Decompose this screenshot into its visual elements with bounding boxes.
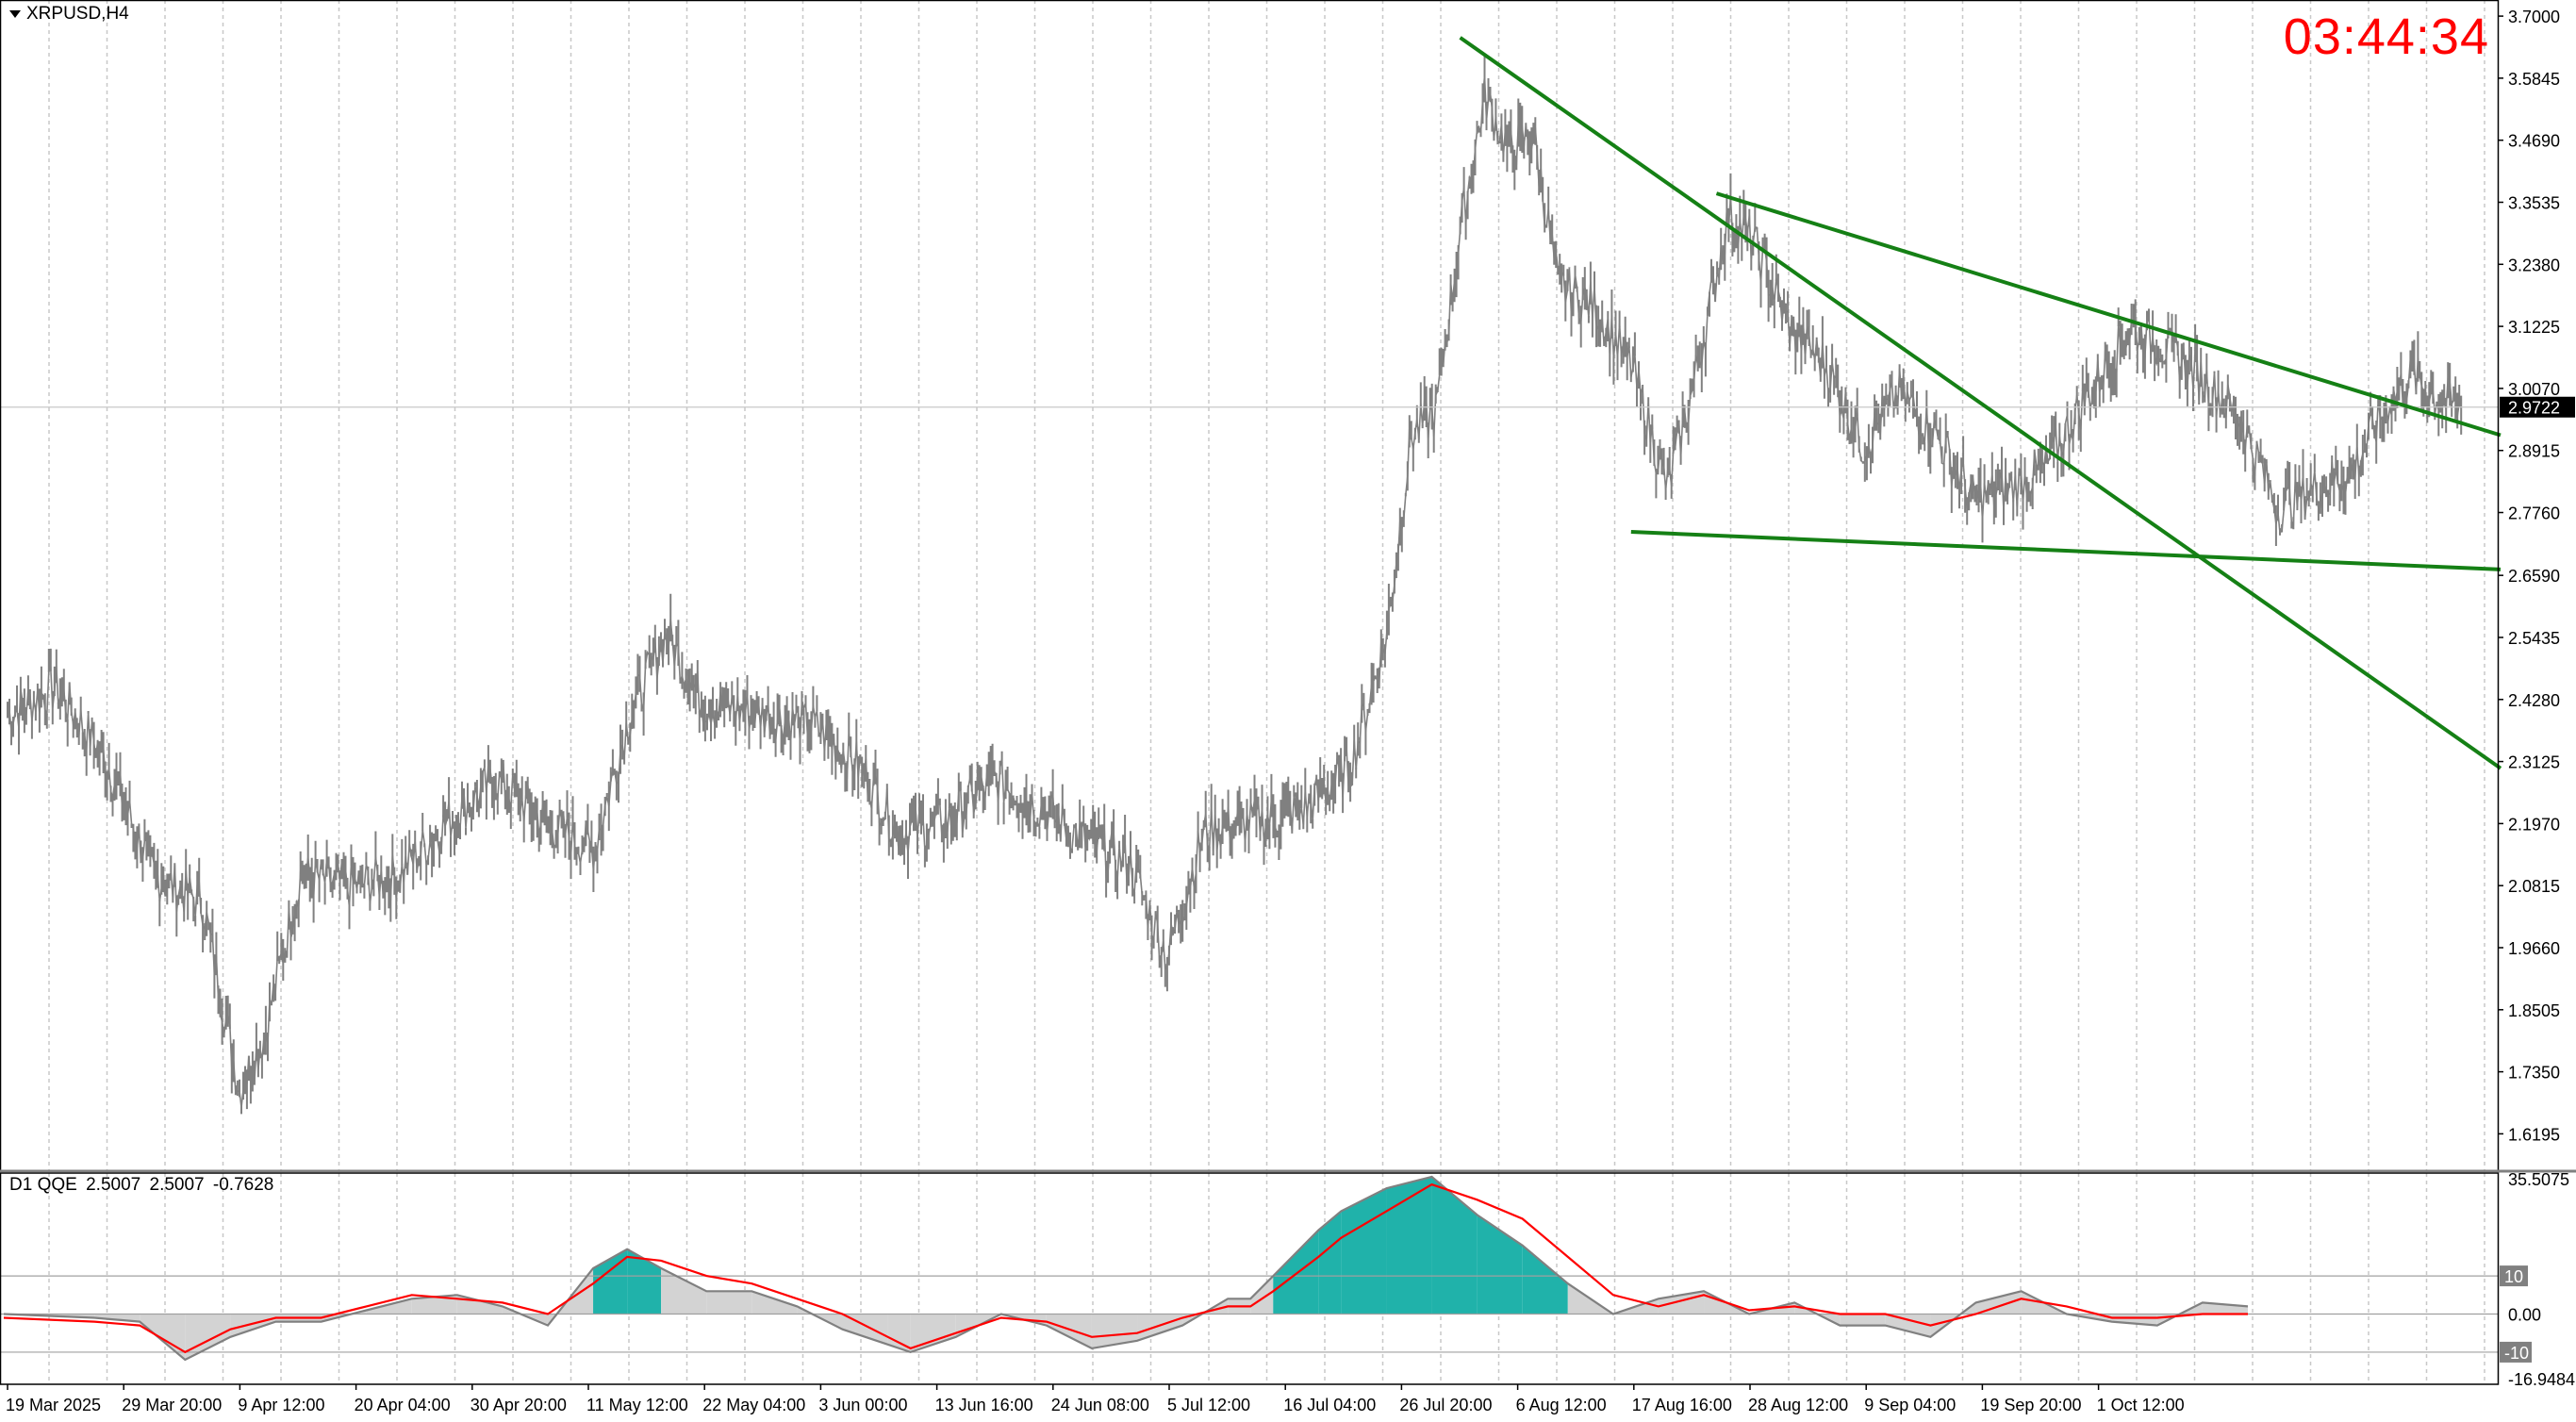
- qqe-neutral-fill: [706, 1291, 751, 1314]
- dropdown-triangle-icon[interactable]: [9, 10, 21, 18]
- time-tick-label: 9 Sep 04:00: [1864, 1396, 1956, 1414]
- main-panel-border: [1, 1, 2499, 1172]
- indicator-axis-label: 35.5075: [2508, 1170, 2569, 1189]
- price-line: [8, 75, 2461, 1108]
- indicator-axis-label: -16.9484: [2508, 1370, 2575, 1389]
- price-tick-label: 2.0815: [2508, 877, 2560, 896]
- qqe-bull-fill: [1523, 1246, 1568, 1315]
- price-tick-label: 3.7000: [2508, 8, 2560, 26]
- price-tick-label: 2.5435: [2508, 629, 2560, 648]
- time-tick-label: 5 Jul 12:00: [1167, 1396, 1250, 1414]
- trend-line-3[interactable]: [1631, 532, 2501, 570]
- price-axis: 3.7000 3.5845 3.4690 3.3535 3.2380 3.1225 3.00…: [2498, 8, 2575, 1144]
- chart-frame: [0, 1, 2576, 1385]
- time-tick-label: 19 Mar 2025: [6, 1396, 101, 1414]
- countdown-clock: 03:44:34: [2284, 8, 2489, 66]
- qqe-neutral-fill: [1840, 1315, 1885, 1326]
- qqe-neutral-fill: [1976, 1291, 2022, 1314]
- time-tick-label: 29 Mar 20:00: [122, 1396, 222, 1414]
- time-axis: 19 Mar 2025 29 Mar 20:00 9 Apr 12:00 20 Apr…: [6, 1384, 2185, 1414]
- price-tick-label: 2.3125: [2508, 753, 2560, 772]
- time-tick-label: 1 Oct 12:00: [2097, 1396, 2185, 1414]
- indicator-label: D1 QQE 2.5007 2.5007 -0.7628: [9, 1175, 277, 1196]
- indicator-level-label: 10: [2504, 1267, 2523, 1286]
- price-tick-label: 1.9660: [2508, 939, 2560, 958]
- current-price-label: 2.9722: [2508, 399, 2560, 418]
- qqe-neutral-fill: [1885, 1315, 1930, 1337]
- indicator-value-1: 2.5007: [86, 1175, 140, 1195]
- time-tick-label: 22 May 04:00: [702, 1396, 805, 1414]
- chart-grid: [49, 0, 2485, 1384]
- price-tick-label: 2.6590: [2508, 567, 2560, 586]
- indicator-axis: 35.5075 10 0.00 -10 -16.9484: [2500, 1170, 2575, 1389]
- price-tick-label: 1.8505: [2508, 1001, 2560, 1020]
- time-tick-label: 13 Jun 16:00: [935, 1396, 1033, 1414]
- price-tick-label: 3.3535: [2508, 194, 2560, 213]
- qqe-neutral-fill: [230, 1315, 275, 1337]
- price-tick-label: 1.6195: [2508, 1125, 2560, 1144]
- time-tick-label: 11 May 12:00: [586, 1396, 688, 1414]
- qqe-bull-fill: [1273, 1231, 1318, 1315]
- price-series: [0, 54, 2498, 1114]
- trend-line-2[interactable]: [1716, 193, 2501, 435]
- price-tick-label: 3.1225: [2508, 318, 2560, 337]
- time-tick-label: 9 Apr 12:00: [238, 1396, 324, 1414]
- price-tick-label: 1.7350: [2508, 1064, 2560, 1083]
- time-tick-label: 19 Sep 20:00: [1980, 1396, 2081, 1414]
- price-tick-label: 2.8915: [2508, 442, 2560, 461]
- qqe-neutral-fill: [1047, 1315, 1092, 1348]
- qqe-indicator: [0, 1177, 2498, 1360]
- indicator-value-2: 2.5007: [150, 1175, 205, 1195]
- price-tick-label: 3.0070: [2508, 380, 2560, 399]
- trend-line-1[interactable]: [1461, 38, 2501, 769]
- indicator-axis-label: 0.00: [2508, 1306, 2541, 1325]
- price-tick-label: 3.2380: [2508, 256, 2560, 274]
- symbol-label[interactable]: XRPUSD,H4: [9, 4, 129, 25]
- indicator-level-label: -10: [2504, 1344, 2529, 1363]
- time-tick-label: 26 Jul 20:00: [1399, 1396, 1492, 1414]
- time-tick-label: 28 Aug 12:00: [1748, 1396, 1848, 1414]
- time-tick-label: 24 Jun 08:00: [1051, 1396, 1149, 1414]
- qqe-neutral-fill: [751, 1291, 797, 1314]
- time-tick-label: 6 Aug 12:00: [1516, 1396, 1607, 1414]
- price-tick-label: 2.1970: [2508, 815, 2560, 834]
- symbol-text: XRPUSD,H4: [26, 4, 129, 25]
- time-tick-label: 3 Jun 00:00: [818, 1396, 907, 1414]
- time-tick-label: 20 Apr 04:00: [355, 1396, 451, 1414]
- indicator-name: D1 QQE: [9, 1175, 77, 1195]
- price-tick-label: 2.4280: [2508, 691, 2560, 710]
- price-tick-label: 2.7760: [2508, 504, 2560, 523]
- price-bars: [8, 54, 2461, 1114]
- price-tick-label: 3.4690: [2508, 132, 2560, 151]
- indicator-value-3: -0.7628: [213, 1175, 273, 1195]
- time-tick-label: 30 Apr 20:00: [471, 1396, 567, 1414]
- trend-lines[interactable]: [1461, 38, 2501, 769]
- time-tick-label: 17 Aug 16:00: [1632, 1396, 1732, 1414]
- qqe-neutral-fill: [661, 1268, 706, 1314]
- qqe-neutral-fill: [1092, 1315, 1137, 1348]
- price-tick-label: 3.5845: [2508, 70, 2560, 89]
- time-tick-label: 16 Jul 04:00: [1283, 1396, 1376, 1414]
- qqe-neutral-fill: [185, 1315, 230, 1360]
